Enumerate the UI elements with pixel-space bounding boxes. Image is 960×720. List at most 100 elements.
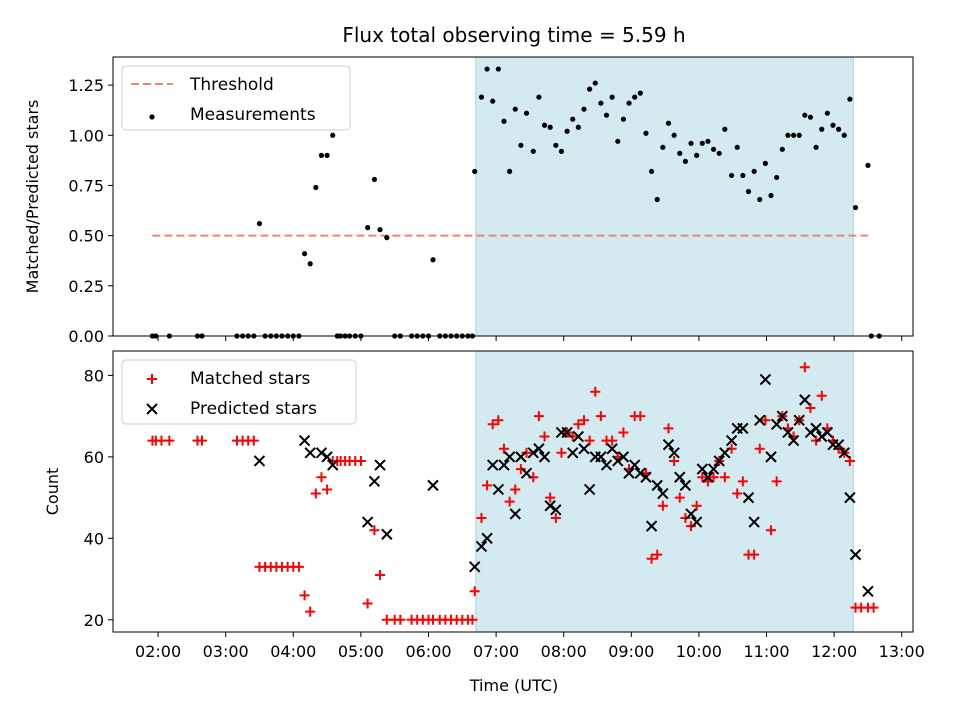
predicted-point: [527, 447, 539, 459]
measurement-point: [490, 98, 496, 104]
predicted-point: [327, 459, 339, 471]
matched-point: [760, 415, 771, 426]
matched-point: [771, 476, 782, 487]
measurement-point: [564, 128, 570, 134]
matched-point: [355, 455, 366, 466]
predicted-point: [787, 434, 800, 447]
matched-point: [493, 415, 504, 426]
measurement-point: [541, 122, 548, 128]
predicted-point: [765, 451, 777, 463]
matched-point: [305, 606, 316, 617]
x-axis-label: Time (UTC): [469, 676, 558, 695]
predicted-point: [550, 504, 562, 516]
predicted-point: [696, 463, 709, 475]
measurement-point: [536, 94, 542, 100]
matched-point: [657, 500, 668, 511]
x-tick-label: 08:00: [541, 642, 587, 661]
measurement-point: [587, 86, 593, 92]
top-y-tick-label: 0.00: [68, 327, 104, 346]
x-tick-label: 10:00: [676, 642, 722, 661]
measurement-point: [598, 100, 604, 106]
measurement-point: [318, 152, 325, 158]
predicted-point: [816, 430, 828, 443]
matched-point: [533, 411, 544, 422]
measurement-point: [813, 144, 819, 150]
matched-point: [482, 480, 493, 491]
measurement-point: [665, 120, 672, 126]
legend-measurements-swatch: [149, 114, 155, 120]
predicted-point: [509, 508, 521, 520]
predicted-point: [844, 491, 856, 504]
predicted-point: [481, 532, 493, 545]
predicted-point: [538, 451, 551, 463]
matched-point: [680, 512, 691, 523]
top-series-measurements: [149, 66, 882, 339]
measurement-point: [774, 174, 780, 181]
measurement-point: [734, 144, 740, 150]
measurement-point: [507, 168, 513, 175]
top-y-axis-label: Matched/Predicted stars: [23, 100, 42, 294]
count-panel: 20 40 60 80 02:00 03:00 04:00 05:00 06:00 07:00 08…: [43, 350, 925, 661]
measurement-point: [740, 172, 746, 179]
measurement-point: [790, 132, 797, 138]
measurement-point: [472, 168, 478, 175]
matched-point: [799, 362, 810, 373]
chart-title: Flux total observing time = 5.59 h: [342, 23, 685, 47]
measurement-point: [501, 118, 507, 124]
matched-point: [646, 553, 657, 564]
measurement-point: [558, 148, 565, 154]
predicted-point: [606, 443, 618, 455]
matched-point: [395, 614, 406, 625]
matched-point: [498, 443, 509, 454]
predicted-point: [862, 585, 874, 597]
measurement-point: [660, 144, 666, 150]
predicted-point: [503, 451, 516, 463]
predicted-point: [742, 491, 755, 504]
matched-point: [811, 435, 822, 446]
measurement-point: [757, 196, 763, 203]
measurement-point: [547, 124, 553, 130]
predicted-point: [821, 426, 834, 439]
matched-point: [805, 403, 816, 414]
predicted-point: [657, 487, 669, 500]
measurement-point: [307, 261, 313, 267]
predicted-point: [737, 422, 749, 435]
predicted-point: [725, 434, 738, 447]
legend-matched-swatch: [147, 374, 157, 384]
predicted-point: [748, 516, 760, 528]
matched-point: [674, 492, 685, 503]
matched-point: [545, 492, 556, 503]
legend-label: Predicted stars: [190, 399, 317, 419]
predicted-point: [515, 451, 527, 463]
predicted-point: [533, 443, 545, 455]
measurement-point: [330, 132, 336, 138]
matched-point: [476, 512, 487, 523]
matched-point: [197, 435, 208, 446]
measurement-point: [512, 106, 518, 112]
matched-point: [164, 435, 175, 446]
legend-box: [121, 359, 357, 425]
predicted-point: [572, 430, 585, 443]
measurement-point: [581, 106, 587, 112]
legend-predicted-swatch: [146, 403, 158, 415]
measurement-point: [324, 152, 330, 158]
predicted-point: [679, 479, 692, 492]
predicted-point: [487, 459, 499, 471]
predicted-point: [719, 447, 731, 459]
matched-point: [467, 614, 478, 625]
predicted-point: [782, 426, 794, 439]
matched-point: [316, 472, 327, 483]
predicted-point: [674, 471, 686, 483]
measurement-point: [365, 225, 371, 231]
measurement-point: [836, 126, 842, 132]
matched-point: [578, 415, 589, 426]
measurement-point: [807, 114, 814, 120]
predicted-point: [623, 467, 635, 479]
x-tick-label: 13:00: [879, 642, 925, 661]
measurement-point: [620, 116, 627, 122]
matched-point: [550, 512, 561, 523]
matched-point: [310, 488, 321, 499]
matched-point: [299, 590, 310, 601]
bottom-y-tick-label: 80: [84, 366, 104, 385]
